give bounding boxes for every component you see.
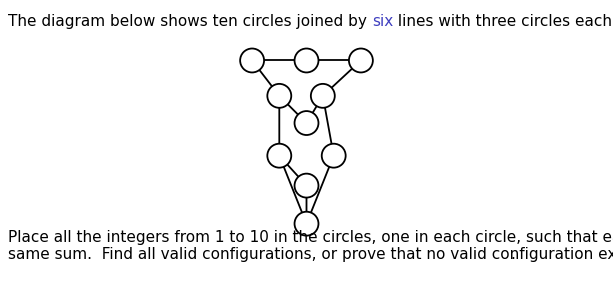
Text: The diagram below shows ten circles joined by: The diagram below shows ten circles join… xyxy=(8,14,371,29)
Text: six: six xyxy=(371,14,393,29)
Circle shape xyxy=(240,49,264,73)
Circle shape xyxy=(294,174,319,197)
Text: Place all the integers from 1 to 10 in the circles, one in each circle, such tha: Place all the integers from 1 to 10 in t… xyxy=(8,230,613,245)
Circle shape xyxy=(322,144,346,168)
Text: .: . xyxy=(510,247,515,262)
Circle shape xyxy=(294,212,319,236)
Circle shape xyxy=(294,111,319,135)
Circle shape xyxy=(267,84,291,108)
Circle shape xyxy=(267,144,291,168)
Circle shape xyxy=(311,84,335,108)
Text: same sum.  Find all valid configurations, or prove that no valid configuration e: same sum. Find all valid configurations,… xyxy=(8,247,613,262)
Circle shape xyxy=(294,49,319,73)
Circle shape xyxy=(349,49,373,73)
Text: lines with three circles each.: lines with three circles each. xyxy=(393,14,613,29)
